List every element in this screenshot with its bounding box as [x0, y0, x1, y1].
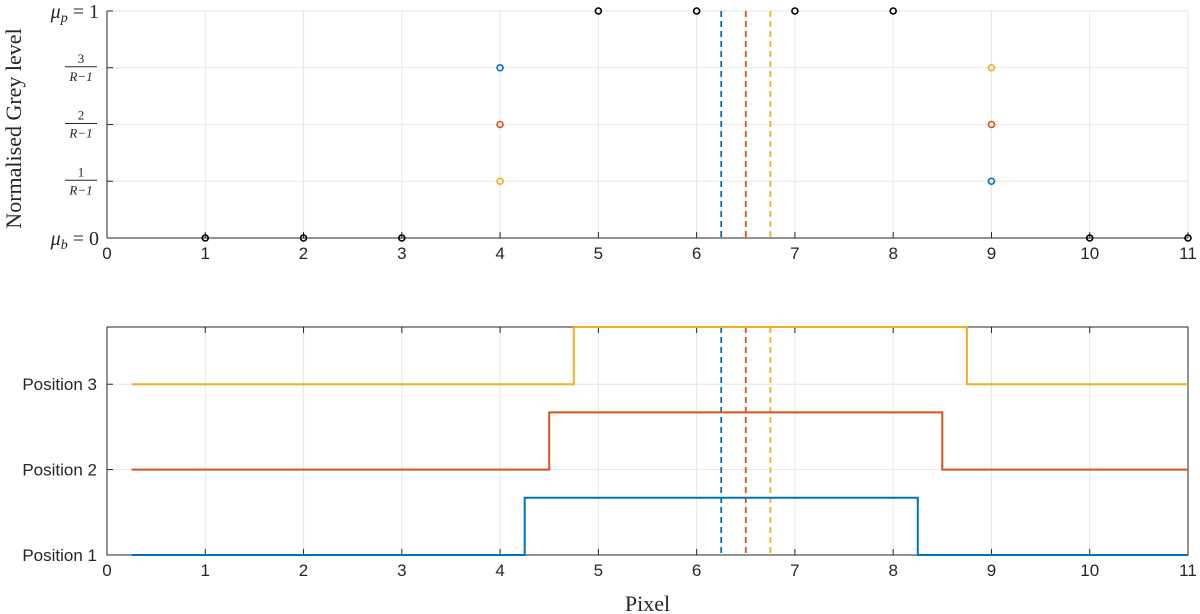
series-3	[496, 63, 996, 186]
x-tick-label: 11	[1179, 561, 1197, 580]
data-point	[791, 7, 799, 15]
fraction-numerator: 1	[78, 164, 85, 179]
data-point	[889, 7, 897, 15]
axes-box	[106, 326, 1189, 556]
data-point	[1184, 234, 1192, 242]
x-tick-label: 2	[299, 561, 308, 580]
step-line-position-2	[131, 411, 1188, 471]
x-tick-label: 11	[1179, 244, 1197, 263]
data-point	[201, 234, 210, 242]
y-tick-label: Position 2	[22, 461, 97, 480]
data-point	[496, 63, 504, 72]
y-tick-label: 1/(R−1)1R−1	[65, 164, 97, 197]
x-tick-label: 6	[692, 561, 701, 580]
grid	[106, 327, 1189, 556]
x-tick-label: 2	[299, 244, 308, 263]
series-0	[201, 7, 1192, 242]
data-point	[496, 120, 504, 129]
x-tick-label: 9	[987, 561, 996, 580]
data-point	[692, 7, 701, 15]
data-point	[987, 120, 996, 129]
fraction-numerator: 2	[78, 108, 85, 123]
data-point	[299, 234, 308, 242]
top-chart: 0 1 2 3 4 5 6 7 8 9 10 11 μb = 0μb = 0 1/(R−1)1R−1 2/(…	[1, 1, 1197, 263]
x-tick-label: 1	[201, 244, 210, 263]
x-tick-label: 5	[594, 244, 603, 263]
x-tick-label: 10	[1080, 561, 1099, 580]
y-tick-label: 3/(R−1)3R−1	[65, 51, 97, 84]
x-tick-label: 1	[201, 561, 210, 580]
step-line-position-3	[131, 326, 1188, 386]
data-point	[398, 234, 406, 242]
data-point	[987, 177, 996, 186]
x-tick-label: 10	[1080, 244, 1099, 263]
x-tick-label: 3	[397, 244, 406, 263]
x-tick-label: 4	[495, 561, 504, 580]
series-1	[496, 63, 996, 186]
y-tick-text: μp = 1	[50, 1, 99, 26]
x-tick-label: 0	[102, 244, 111, 263]
x-tick-label: 4	[495, 244, 504, 263]
x-tick-label: 6	[692, 244, 701, 263]
data-point	[1085, 234, 1094, 242]
x-tick-label: 8	[888, 561, 897, 580]
x-tick-label: 3	[397, 561, 406, 580]
x-tick-label: 5	[594, 561, 603, 580]
y-tick-label: Position 3	[22, 375, 97, 394]
step-line-position-1	[131, 496, 1188, 556]
data-point	[987, 63, 996, 72]
fraction-numerator: 3	[78, 51, 85, 66]
fraction-denominator: R−1	[68, 69, 92, 84]
series-2	[496, 120, 996, 129]
y-tick-label: 2/(R−1)2R−1	[65, 108, 97, 141]
x-tick-label: 7	[790, 244, 799, 263]
x-tick-label: 0	[102, 561, 111, 580]
x-tick-label: 7	[790, 561, 799, 580]
y-tick-label: μp = 1μp = 1	[50, 1, 99, 26]
grid	[106, 10, 1189, 239]
fraction-denominator: R−1	[68, 182, 92, 197]
y-tick-label: μb = 0μb = 0	[50, 228, 99, 253]
bottom-chart: 0 1 2 3 4 5 6 7 8 9 10 11 Position 1 Position 2 Positi…	[22, 326, 1197, 614]
x-tick-label: 9	[987, 244, 996, 263]
y-tick-label: Position 1	[22, 546, 97, 565]
y-tick-text: μb = 0	[50, 228, 99, 253]
fraction-denominator: R−1	[68, 126, 92, 141]
axes	[106, 326, 1189, 556]
data-point	[496, 177, 504, 186]
y-axis-label: Normalised Grey level	[1, 28, 26, 228]
data-point	[594, 7, 603, 15]
x-tick-label: 8	[888, 244, 897, 263]
x-axis-label: Pixel	[625, 591, 670, 614]
